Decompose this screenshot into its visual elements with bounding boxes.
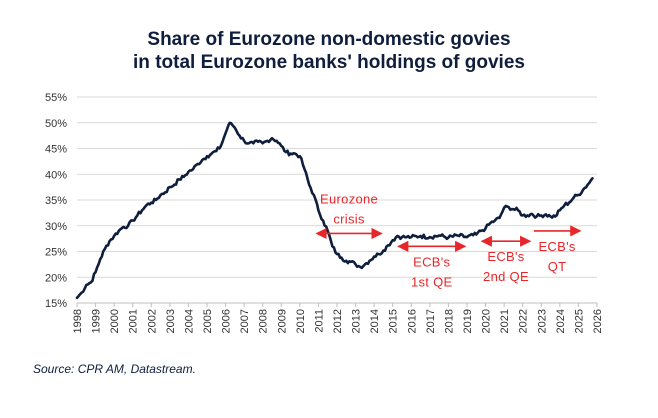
- annotation-label: QT: [548, 259, 567, 274]
- annotation-label: 2nd QE: [483, 269, 529, 284]
- x-tick-label: 2020: [481, 309, 493, 333]
- source-note: Source: CPR AM, Datastream.: [33, 362, 196, 376]
- y-tick-label: 45%: [45, 144, 67, 156]
- y-tick-label: 55%: [45, 92, 67, 104]
- x-tick-label: 2014: [369, 309, 381, 333]
- chart-title: Share of Eurozone non-domestic govies in…: [0, 28, 658, 74]
- annotation-label: ECB's: [538, 239, 575, 254]
- y-tick-label: 35%: [45, 195, 67, 207]
- y-tick-label: 40%: [45, 169, 67, 181]
- x-tick-label: 2005: [202, 309, 214, 333]
- y-tick-label: 25%: [45, 247, 67, 259]
- annotation-label: crisis: [333, 211, 365, 226]
- x-tick-label: 2003: [165, 309, 177, 333]
- x-tick-label: 2006: [221, 309, 233, 333]
- x-tick-label: 1999: [91, 309, 103, 333]
- x-tick-label: 2001: [128, 309, 140, 333]
- x-tick-label: 1998: [72, 309, 84, 333]
- x-tick-label: 2025: [573, 309, 585, 333]
- x-tick-label: 2026: [592, 309, 604, 333]
- x-tick-label: 2024: [555, 309, 567, 333]
- x-tick-label: 2023: [536, 309, 548, 333]
- x-tick-label: 2002: [146, 309, 158, 333]
- x-tick-label: 2011: [313, 309, 325, 333]
- x-tick-label: 2013: [351, 309, 363, 333]
- annotation-label: ECB's: [413, 254, 450, 269]
- x-tick-label: 2004: [183, 309, 195, 333]
- x-tick-label: 2012: [332, 309, 344, 333]
- chart-title-line-2: in total Eurozone banks' holdings of gov…: [133, 52, 525, 73]
- x-tick-label: 2010: [295, 309, 307, 333]
- x-tick-label: 2022: [518, 309, 530, 333]
- x-tick-label: 2015: [388, 309, 400, 333]
- annotation-label: Eurozone: [320, 191, 378, 206]
- annotation-label: ECB's: [487, 249, 524, 264]
- x-tick-label: 2019: [462, 309, 474, 333]
- x-tick-label: 2007: [239, 309, 251, 333]
- x-tick-label: 2016: [406, 309, 418, 333]
- y-tick-label: 50%: [45, 118, 67, 130]
- x-tick-label: 2021: [499, 309, 511, 333]
- series-line: [75, 121, 594, 300]
- y-tick-label: 15%: [45, 298, 67, 310]
- x-tick-label: 2008: [258, 309, 270, 333]
- y-tick-label: 30%: [45, 221, 67, 233]
- x-tick-label: 2017: [425, 309, 437, 333]
- y-tick-label: 20%: [45, 272, 67, 284]
- x-tick-label: 2018: [443, 309, 455, 333]
- chart-title-line-1: Share of Eurozone non-domestic govies: [147, 29, 511, 50]
- annotation-label: 1st QE: [411, 274, 453, 289]
- x-tick-label: 2000: [109, 309, 121, 333]
- x-tick-label: 2009: [276, 309, 288, 333]
